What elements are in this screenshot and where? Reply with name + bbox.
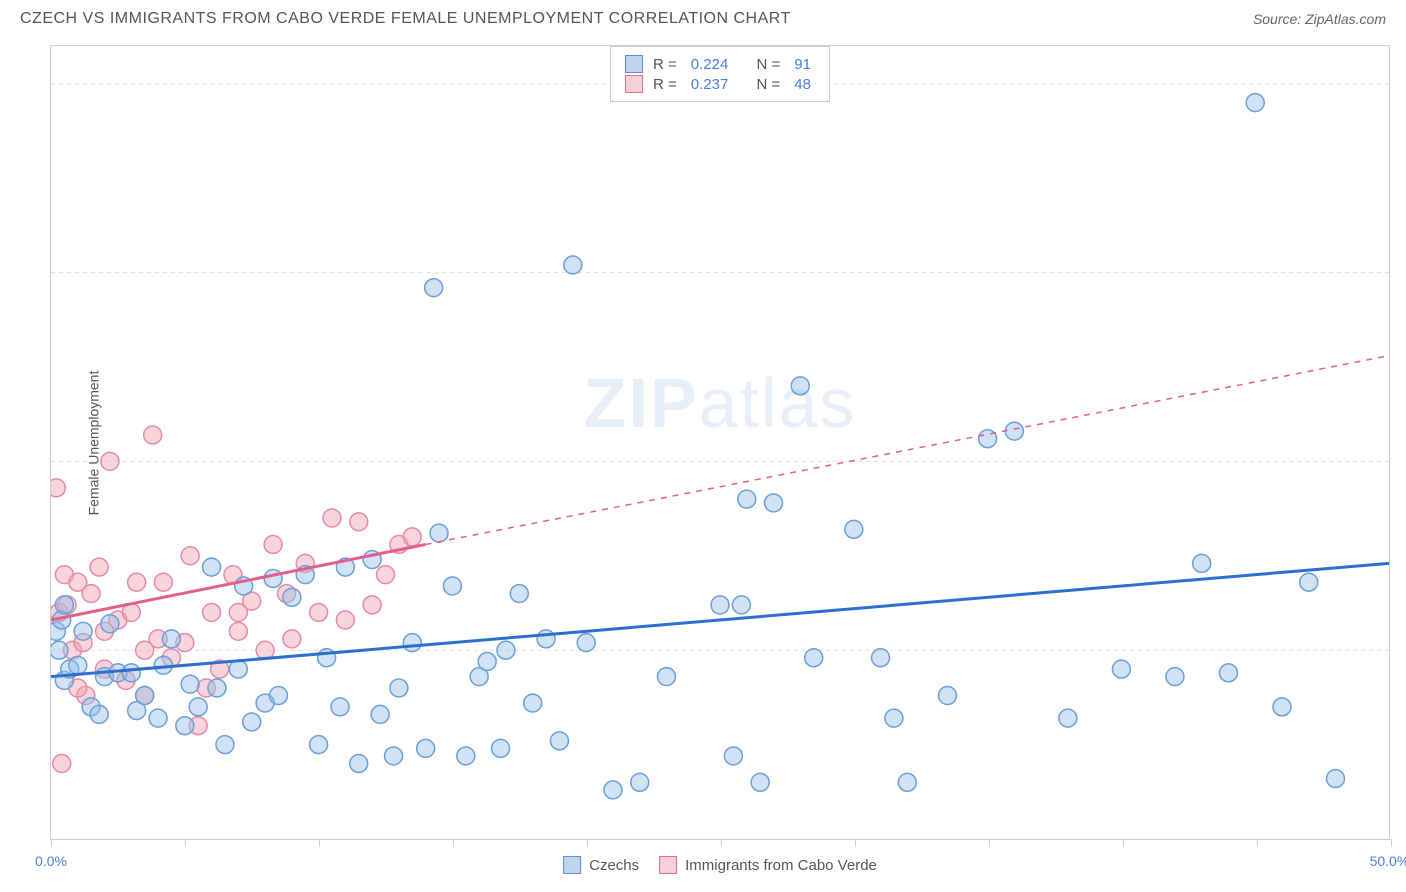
swatch-pink-icon [659, 856, 677, 874]
legend-label: Czechs [589, 857, 639, 874]
x-tick [185, 839, 186, 847]
chart-title: CZECH VS IMMIGRANTS FROM CABO VERDE FEMA… [20, 10, 791, 28]
r-value: 0.237 [691, 76, 729, 93]
x-tick-label: 0.0% [35, 853, 67, 869]
x-tick [51, 839, 52, 847]
swatch-blue-icon [563, 856, 581, 874]
x-tick [989, 839, 990, 847]
n-value: 48 [794, 76, 811, 93]
x-tick [1257, 839, 1258, 847]
r-label: R = [653, 56, 677, 73]
x-tick-label: 50.0% [1370, 853, 1406, 869]
x-tick [1391, 839, 1392, 847]
stats-legend-box: R = 0.224 N = 91 R = 0.237 N = 48 [610, 46, 830, 102]
stats-row-2: R = 0.237 N = 48 [625, 75, 815, 93]
legend-item-cabo-verde: Immigrants from Cabo Verde [659, 856, 877, 874]
x-tick [721, 839, 722, 847]
n-label: N = [757, 76, 781, 93]
source-label: Source: ZipAtlas.com [1253, 11, 1386, 27]
swatch-pink-icon [625, 75, 643, 93]
x-tick [319, 839, 320, 847]
chart-area: Female Unemployment 5.0%10.0%15.0%20.0% … [50, 45, 1390, 840]
legend-item-czechs: Czechs [563, 856, 639, 874]
n-value: 91 [794, 56, 811, 73]
stats-row-1: R = 0.224 N = 91 [625, 55, 815, 73]
x-tick [855, 839, 856, 847]
legend-label: Immigrants from Cabo Verde [685, 857, 877, 874]
swatch-blue-icon [625, 55, 643, 73]
x-tick [1123, 839, 1124, 847]
scatter-plot [51, 46, 1389, 839]
r-label: R = [653, 76, 677, 93]
n-label: N = [757, 56, 781, 73]
bottom-legend: Czechs Immigrants from Cabo Verde [563, 856, 877, 874]
x-tick [453, 839, 454, 847]
r-value: 0.224 [691, 56, 729, 73]
x-tick [587, 839, 588, 847]
